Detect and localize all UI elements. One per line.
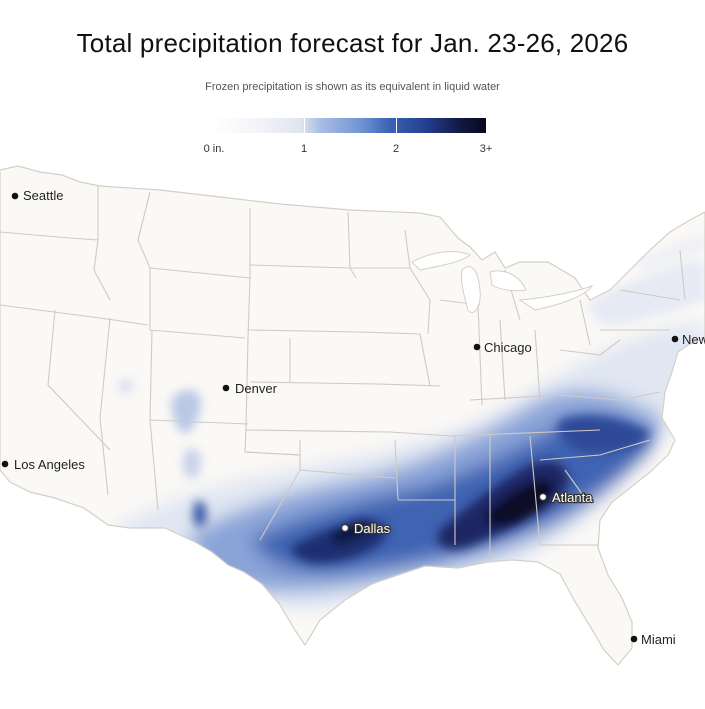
precipitation-legend: 0 in. 1 2 3+ bbox=[204, 118, 492, 158]
legend-tick-1 bbox=[304, 118, 305, 133]
city-marker bbox=[473, 343, 481, 351]
city-denver: Denver bbox=[222, 381, 278, 396]
us-map: Seattle Denver Chicago New Los Angeles D… bbox=[0, 165, 705, 666]
city-marker bbox=[340, 523, 350, 533]
legend-color-ramp bbox=[210, 118, 486, 133]
legend-label-0: 0 in. bbox=[203, 143, 225, 155]
city-marker bbox=[1, 460, 9, 468]
city-marker bbox=[11, 192, 19, 200]
city-marker bbox=[630, 635, 638, 643]
city-label-new-york: New bbox=[682, 332, 705, 347]
legend-label-2: 2 bbox=[392, 143, 400, 155]
city-label-chicago: Chicago bbox=[484, 340, 532, 355]
legend-tick-2 bbox=[396, 118, 397, 133]
city-label-los-angeles: Los Angeles bbox=[14, 457, 85, 472]
city-label-atlanta: Atlanta bbox=[552, 490, 593, 505]
city-chicago: Chicago bbox=[473, 340, 532, 355]
city-label-denver: Denver bbox=[235, 381, 278, 396]
city-los-angeles: Los Angeles bbox=[1, 457, 85, 472]
city-atlanta: Atlanta bbox=[538, 489, 594, 506]
city-new-york: New bbox=[671, 332, 705, 347]
city-seattle: Seattle bbox=[11, 188, 63, 203]
city-label-seattle: Seattle bbox=[23, 188, 63, 203]
city-label-miami: Miami bbox=[641, 632, 676, 647]
city-dallas: Dallas bbox=[340, 520, 392, 537]
map-subtitle: Frozen precipitation is shown as its equ… bbox=[205, 81, 500, 93]
legend-label-1: 1 bbox=[300, 143, 308, 155]
map-title: Total precipitation forecast for Jan. 23… bbox=[76, 28, 629, 58]
city-label-dallas: Dallas bbox=[354, 521, 391, 536]
city-marker bbox=[222, 384, 230, 392]
city-marker bbox=[538, 492, 548, 502]
state-borders bbox=[0, 186, 686, 560]
great-lakes bbox=[411, 251, 594, 313]
city-marker bbox=[671, 335, 679, 343]
city-miami: Miami bbox=[630, 632, 676, 647]
precipitation-field bbox=[110, 234, 705, 611]
legend-label-3: 3+ bbox=[479, 143, 493, 155]
